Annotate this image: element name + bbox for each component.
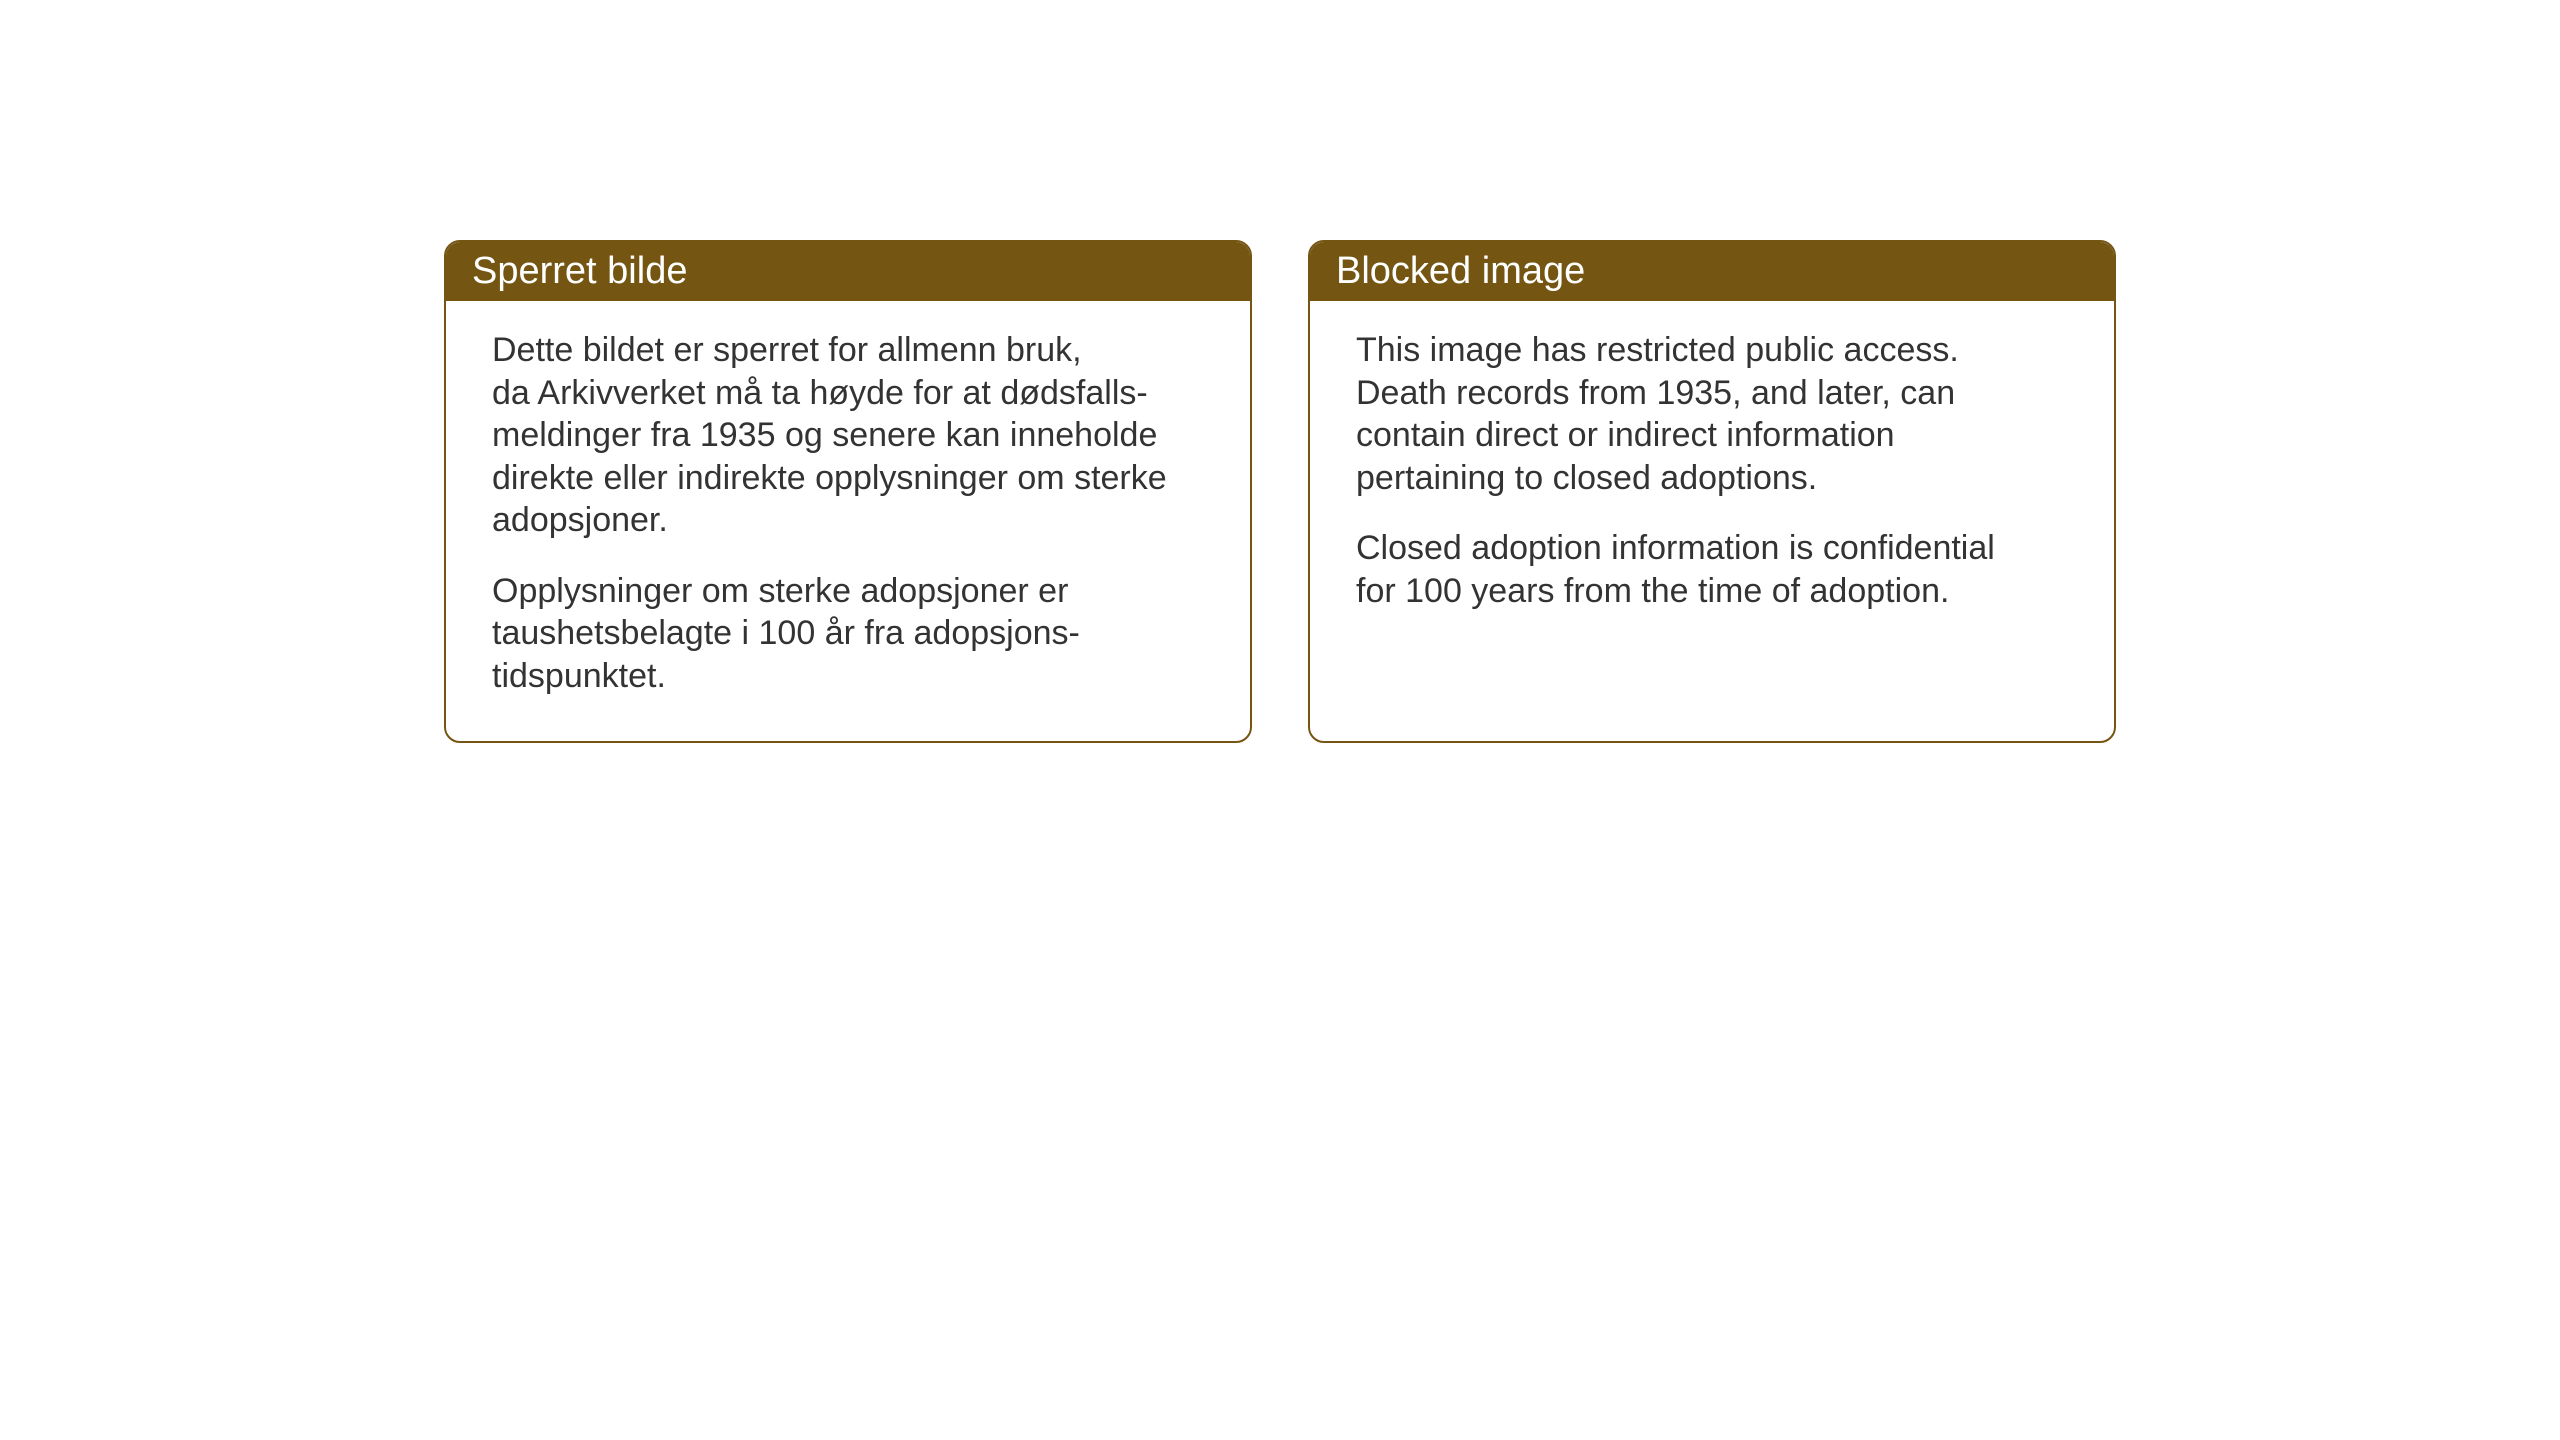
notice-body-english: This image has restricted public access.… xyxy=(1310,301,2114,741)
notice-card-norwegian: Sperret bilde Dette bildet er sperret fo… xyxy=(444,240,1252,743)
notice-paragraph-2-norwegian: Opplysninger om sterke adopsjoner er tau… xyxy=(492,570,1204,698)
notice-container: Sperret bilde Dette bildet er sperret fo… xyxy=(444,240,2116,743)
notice-title-norwegian: Sperret bilde xyxy=(446,242,1250,301)
notice-card-english: Blocked image This image has restricted … xyxy=(1308,240,2116,743)
notice-paragraph-1-english: This image has restricted public access.… xyxy=(1356,329,2068,499)
notice-body-norwegian: Dette bildet er sperret for allmenn bruk… xyxy=(446,301,1250,741)
notice-paragraph-1-norwegian: Dette bildet er sperret for allmenn bruk… xyxy=(492,329,1204,542)
notice-paragraph-2-english: Closed adoption information is confident… xyxy=(1356,527,2068,612)
notice-title-english: Blocked image xyxy=(1310,242,2114,301)
